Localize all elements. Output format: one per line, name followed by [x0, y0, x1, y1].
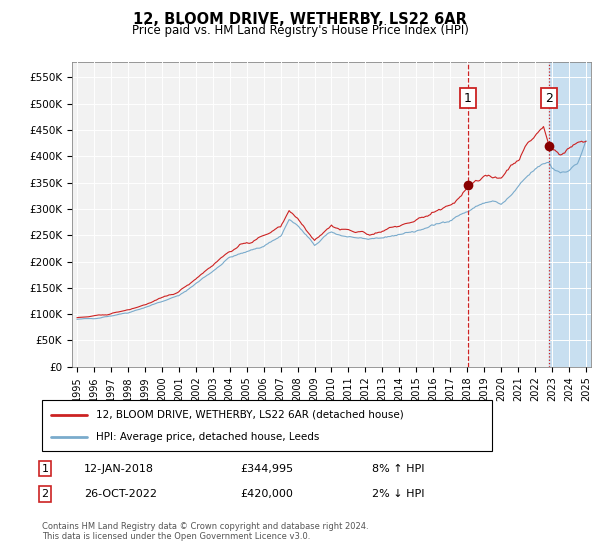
Bar: [549, 62, 591, 367]
Text: 2% ↓ HPI: 2% ↓ HPI: [372, 489, 425, 499]
Text: 12-JAN-2018: 12-JAN-2018: [84, 464, 154, 474]
Text: Price paid vs. HM Land Registry's House Price Index (HPI): Price paid vs. HM Land Registry's House …: [131, 24, 469, 36]
Text: 2: 2: [41, 489, 49, 499]
Text: HPI: Average price, detached house, Leeds: HPI: Average price, detached house, Leed…: [96, 432, 319, 442]
Text: 12, BLOOM DRIVE, WETHERBY, LS22 6AR: 12, BLOOM DRIVE, WETHERBY, LS22 6AR: [133, 12, 467, 27]
Text: 1: 1: [464, 92, 472, 105]
Text: Contains HM Land Registry data © Crown copyright and database right 2024.
This d: Contains HM Land Registry data © Crown c…: [42, 522, 368, 542]
Text: 8% ↑ HPI: 8% ↑ HPI: [372, 464, 425, 474]
Text: £344,995: £344,995: [240, 464, 293, 474]
Text: 2: 2: [545, 92, 553, 105]
Text: 1: 1: [41, 464, 49, 474]
Text: 26-OCT-2022: 26-OCT-2022: [84, 489, 157, 499]
Text: £420,000: £420,000: [240, 489, 293, 499]
FancyBboxPatch shape: [42, 400, 492, 451]
Text: 12, BLOOM DRIVE, WETHERBY, LS22 6AR (detached house): 12, BLOOM DRIVE, WETHERBY, LS22 6AR (det…: [96, 409, 404, 419]
